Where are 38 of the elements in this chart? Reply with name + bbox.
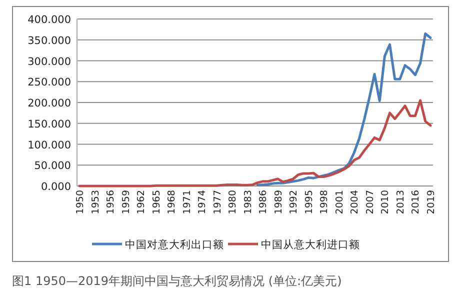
- x-tick-label: 1998: [319, 190, 330, 214]
- y-tick-label: 100.000: [28, 139, 71, 152]
- x-tick-label: 2016: [410, 190, 422, 214]
- x-tick-label: 2013: [395, 190, 406, 214]
- x-tick-label: 2004: [350, 190, 361, 214]
- x-tick-label: 2010: [380, 190, 392, 214]
- x-tick-label: 1956: [106, 190, 117, 214]
- y-tick-label: 350.000: [28, 34, 71, 47]
- x-tick-label: 1965: [151, 190, 162, 214]
- x-tick-label: 2019: [426, 190, 437, 214]
- y-tick-label: 400.000: [28, 14, 71, 26]
- x-tick-label: 1950: [75, 190, 86, 214]
- x-tick-label: 1959: [120, 190, 132, 214]
- y-tick-label: 0.000: [40, 181, 71, 193]
- x-tick-label: 1992: [288, 190, 300, 214]
- x-tick-label: 1968: [166, 190, 178, 214]
- x-tick-label: 1983: [242, 190, 254, 214]
- x-tick-label: 1989: [273, 190, 284, 214]
- legend-label: 中国从意大利进口额: [261, 238, 360, 251]
- legend-label: 中国对意大利出口额: [125, 238, 224, 251]
- caption: 图1 1950—2019年期间中国与意大利贸易情况 (单位:亿美元): [12, 274, 342, 288]
- y-tick-label: 50.000: [34, 160, 71, 172]
- x-tick-label: 1986: [258, 190, 270, 214]
- y-tick-label: 300.000: [28, 56, 71, 68]
- x-tick-label: 1977: [212, 190, 224, 214]
- x-tick-label: 1953: [90, 190, 102, 214]
- x-tick-label: 1974: [197, 190, 208, 214]
- x-tick-label: 2001: [334, 190, 346, 214]
- line-series: [78, 99, 432, 188]
- x-tick-label: 1995: [304, 190, 315, 214]
- y-tick-label: 150.000: [28, 118, 71, 130]
- x-tick-label: 2007: [364, 190, 376, 214]
- line-series: [256, 32, 432, 186]
- x-tick-label: 1971: [182, 190, 193, 214]
- y-tick-label: 250.000: [28, 76, 71, 89]
- y-tick-label: 200.000: [28, 98, 71, 110]
- x-tick-label: 1980: [228, 190, 239, 214]
- x-tick-label: 1962: [136, 190, 148, 214]
